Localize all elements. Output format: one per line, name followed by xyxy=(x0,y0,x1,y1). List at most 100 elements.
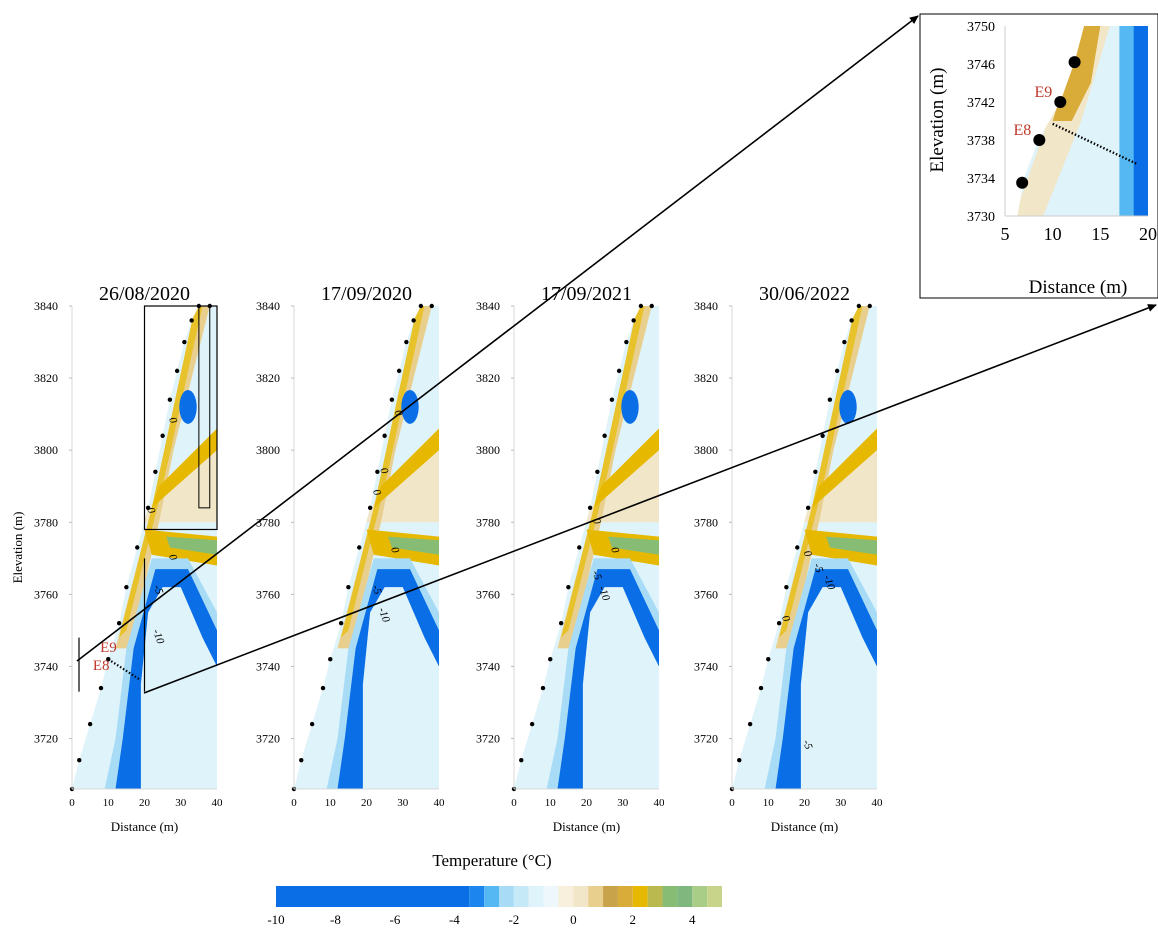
panel-1: 0 10 20 30 40 3720 3740 3760 3780 3800 3820 3840 26/… xyxy=(10,283,223,834)
field-cold-plume xyxy=(775,569,877,789)
electrode-dot xyxy=(519,757,524,763)
inset-x-tick: 20 xyxy=(1139,224,1157,244)
y-tick-label: 3720 xyxy=(476,732,500,746)
contour-label: 0 xyxy=(377,466,390,476)
electrode-dot xyxy=(160,433,165,438)
y-tick-label: 3840 xyxy=(694,299,718,313)
y-tick-label: 3760 xyxy=(34,587,58,601)
x-tick-label: 30 xyxy=(617,797,629,809)
panel-2: 0 10 20 30 40 3720 3740 3760 3780 3800 3820 3840 17/… xyxy=(256,283,445,809)
inset-electrode xyxy=(1054,96,1067,108)
field-green-band xyxy=(826,536,877,555)
electrode-dot xyxy=(577,545,582,550)
colorbar-cell xyxy=(662,886,678,907)
inset-y-tick: 3738 xyxy=(967,134,995,149)
electrode-dot xyxy=(411,318,416,323)
zoom-arrow-top xyxy=(76,15,919,662)
electrode-dot xyxy=(346,584,351,590)
colorbar-title: Temperature (°C) xyxy=(432,851,551,870)
x-tick-label: 30 xyxy=(397,797,409,809)
colorbar-cells xyxy=(276,886,722,907)
y-tick-label: 3760 xyxy=(256,587,280,601)
colorbar-cell xyxy=(543,886,559,907)
transect-line xyxy=(107,658,140,680)
electrode-dot xyxy=(616,368,622,374)
panel-title: 26/08/2020 xyxy=(99,283,190,305)
panel-title: 30/06/2022 xyxy=(759,283,850,305)
x-tick-label: 20 xyxy=(139,797,151,809)
x-tick-label: 10 xyxy=(763,797,775,809)
electrode-dot xyxy=(795,545,800,550)
y-tick-label: 3740 xyxy=(256,659,280,673)
field-yellow-band xyxy=(779,306,863,638)
x-tick-label: 0 xyxy=(291,797,297,809)
panel-field xyxy=(294,306,439,789)
contour-label: 0 xyxy=(388,545,401,555)
y-tick-label: 3820 xyxy=(476,371,500,385)
contour-label: -10 xyxy=(596,584,612,602)
field-diagonal-band xyxy=(593,428,659,508)
colorbar-tick-label: -4 xyxy=(449,912,460,927)
contour-label: 0 xyxy=(144,506,157,516)
electrode-dot xyxy=(382,433,387,438)
electrode-dot xyxy=(77,757,82,763)
electrode-dot xyxy=(309,721,315,727)
field-green-band xyxy=(608,536,659,555)
electrode-dot xyxy=(174,368,180,374)
panel-3: 0 10 20 30 40372037403760378038003820384017/… xyxy=(476,283,665,834)
inset-y-tick: 3750 xyxy=(967,20,995,35)
contour-label: 0 xyxy=(779,614,792,624)
zoom-box-inner xyxy=(198,305,211,509)
electrode-dot xyxy=(124,584,129,590)
inset-transect-line xyxy=(1052,122,1138,165)
colorbar-ticks: -10 -8 -6 -4 -2 0 2 4 xyxy=(267,912,696,927)
colorbar-cell xyxy=(513,886,529,907)
x-tick-label: 40 xyxy=(872,797,884,809)
field-cold-plume xyxy=(557,569,659,789)
zoom-arrows xyxy=(76,15,1157,694)
electrode-dot xyxy=(776,620,782,626)
electrode-dot xyxy=(805,505,811,511)
field-yellow-band xyxy=(341,306,425,638)
electrode-dot xyxy=(842,339,847,345)
y-tick-label: 3840 xyxy=(476,299,500,313)
inset-electrode xyxy=(1016,176,1029,189)
y-tick-label: 3800 xyxy=(476,443,500,457)
electrode-dot xyxy=(834,368,840,374)
colorbar-tick-label: -8 xyxy=(330,912,341,927)
y-tick-label: 3720 xyxy=(34,732,58,746)
electrode-dot xyxy=(649,303,654,309)
electrode-dot xyxy=(87,721,93,727)
panel-xlabel: Distance (m) xyxy=(771,819,839,834)
colorbar-cell xyxy=(588,886,604,907)
electrode-dot xyxy=(624,339,629,345)
colorbar-cell xyxy=(276,886,470,907)
panel-field xyxy=(732,306,877,789)
y-tick-label: 3720 xyxy=(694,732,718,746)
colorbar-cell xyxy=(528,886,544,907)
x-tick-label: 0 xyxy=(69,797,75,809)
electrode-dot xyxy=(404,339,409,345)
inset-y-tick: 3746 xyxy=(967,58,995,73)
x-tick-label: 30 xyxy=(175,797,187,809)
electrode-dot xyxy=(328,657,333,662)
electrode-dot xyxy=(587,505,593,511)
inset-electrode xyxy=(1033,134,1046,146)
colorbar-cell xyxy=(603,886,618,907)
contour-label: 0 xyxy=(392,408,405,418)
y-tick-label: 3740 xyxy=(694,659,718,673)
colorbar-cell xyxy=(647,886,663,907)
panel-field xyxy=(514,306,659,789)
x-tick-label: 10 xyxy=(545,797,557,809)
contour-label: 0 xyxy=(370,488,383,498)
y-tick-label: 3840 xyxy=(256,299,280,313)
y-tick-label: 3840 xyxy=(34,299,58,313)
inset-x-tick: 10 xyxy=(1044,224,1062,244)
contour-label: 0 xyxy=(608,545,621,555)
field-cold-core xyxy=(621,390,639,424)
electrode-dot xyxy=(820,433,825,438)
colorbar-tick-label: -6 xyxy=(390,912,401,927)
electrode-dot xyxy=(367,505,373,511)
colorbar-cell xyxy=(617,886,633,907)
